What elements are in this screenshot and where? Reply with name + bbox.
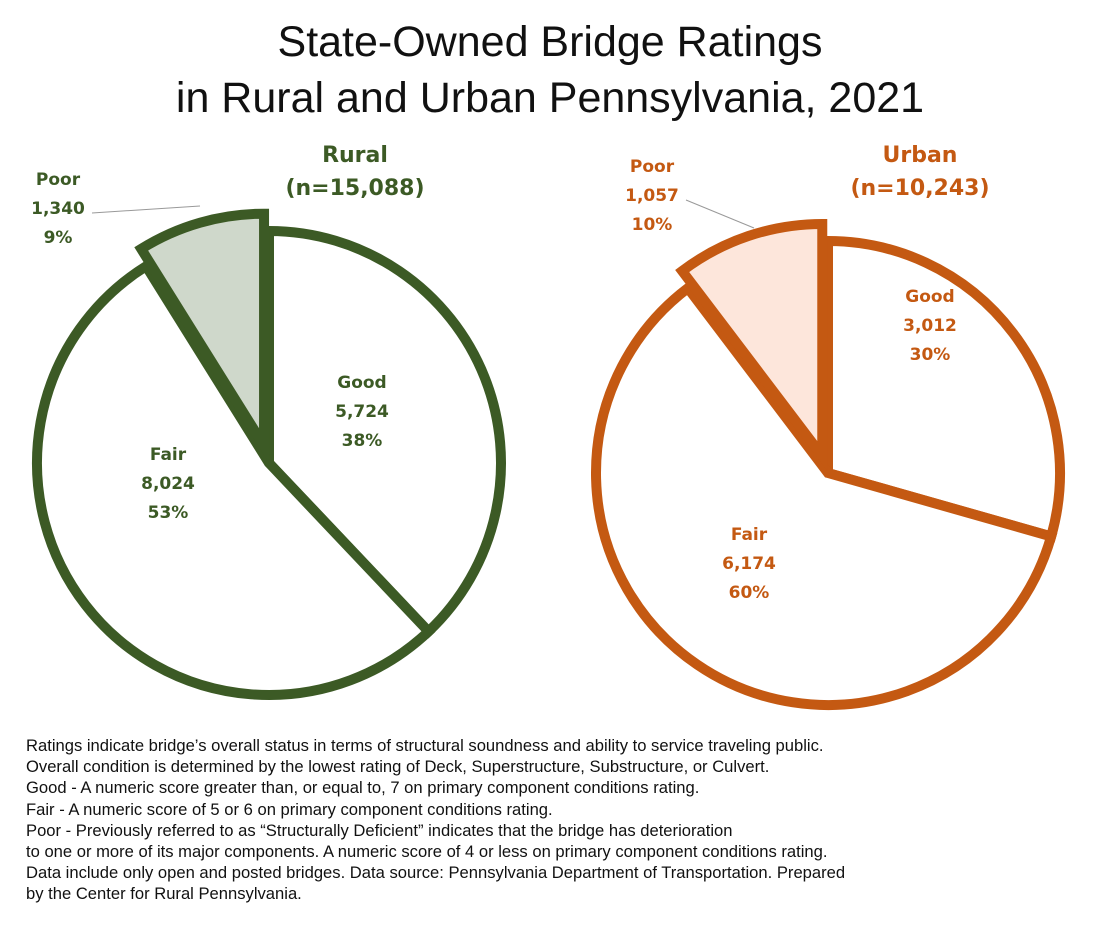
urban-label-good: Good 3,012 30% (903, 287, 957, 365)
urban-fair-value: 6,174 (722, 554, 776, 574)
urban-fair-name: Fair (731, 525, 768, 545)
title-line-1: State-Owned Bridge Ratings (277, 18, 823, 66)
urban-good-percent: 30% (910, 345, 951, 365)
note-line: Ratings indicate bridge’s overall status… (26, 736, 824, 755)
rural-slice-fair (32, 259, 436, 700)
urban-pie: Good 3,012 30% Fair 6,174 60% Poor 1,057 10% Urba… (591, 143, 1065, 710)
rural-chart-subtitle: (n=15,088) (285, 176, 424, 201)
rural-slice-good (264, 225, 506, 639)
rural-good-name: Good (337, 373, 386, 393)
note-line: Overall condition is determined by the l… (26, 757, 770, 777)
urban-label-fair: Fair 6,174 60% (722, 525, 776, 603)
chart-title: State-Owned Bridge Ratings in Rural and … (0, 14, 1100, 126)
rural-fair-value: 8,024 (141, 474, 195, 494)
note-line: Data include only open and posted bridge… (26, 863, 846, 883)
urban-chart-subtitle: (n=10,243) (850, 176, 989, 201)
rural-slice-poor (134, 208, 270, 464)
urban-poor-name: Poor (630, 157, 675, 177)
rural-label-poor: Poor 1,340 9% (31, 170, 85, 248)
rural-label-fair: Fair 8,024 53% (141, 445, 195, 523)
rural-poor-name: Poor (36, 170, 81, 190)
rural-poor-value: 1,340 (31, 199, 85, 219)
urban-label-poor: Poor 1,057 10% (625, 157, 679, 235)
pie-charts: Good 5,724 38% Fair 8,024 53% Poor 1,340 9% Rural… (31, 143, 1065, 710)
rural-good-value: 5,724 (335, 402, 389, 422)
rural-fair-percent: 53% (148, 503, 189, 523)
rural-fair-name: Fair (150, 445, 187, 465)
urban-slice-fair (591, 281, 1058, 710)
note-line: Fair - A numeric score of 5 or 6 on prim… (26, 799, 553, 819)
urban-good-value: 3,012 (903, 316, 957, 336)
rural-poor-leader-line (91, 205, 201, 214)
urban-poor-leader-line (685, 199, 755, 229)
urban-slice-poor (675, 218, 828, 471)
footnotes: Ratings indicate bridge’s overall status… (26, 735, 1086, 905)
rural-chart-title: Rural (322, 143, 388, 168)
note-line: Poor - Previously referred to as “Struct… (26, 820, 733, 840)
title-line-2: in Rural and Urban Pennsylvania, 2021 (175, 74, 925, 122)
urban-slice-good (823, 235, 1065, 543)
note-line: Good - A numeric score greater than, or … (26, 778, 700, 798)
rural-poor-percent: 9% (44, 228, 73, 248)
urban-good-name: Good (905, 287, 954, 307)
rural-good-percent: 38% (342, 431, 383, 451)
urban-poor-percent: 10% (632, 215, 673, 235)
note-line: by the Center for Rural Pennsylvania. (26, 884, 302, 904)
urban-chart-title: Urban (883, 143, 958, 168)
rural-label-good: Good 5,724 38% (335, 373, 389, 451)
urban-poor-value: 1,057 (625, 186, 679, 206)
urban-fair-percent: 60% (729, 583, 770, 603)
note-line: to one or more of its major components. … (26, 842, 828, 862)
rural-pie: Good 5,724 38% Fair 8,024 53% Poor 1,340 9% Rural… (31, 143, 506, 700)
